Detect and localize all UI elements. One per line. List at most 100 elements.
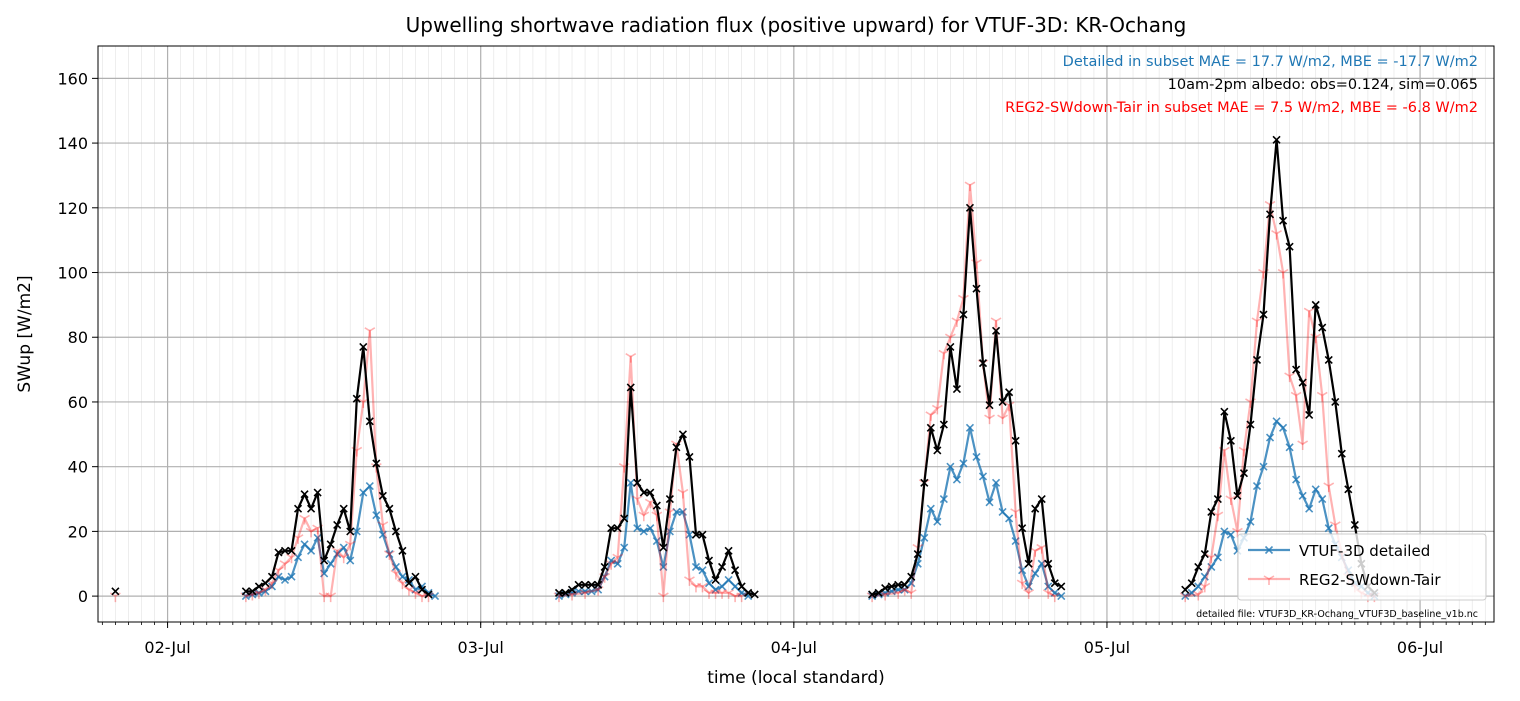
data-point [267,582,277,591]
data-point [307,546,316,555]
data-point [626,383,635,392]
data-point [424,590,433,599]
y-tick-label: 120 [57,199,88,218]
data-point [1024,582,1033,591]
data-point [1290,391,1302,402]
data-point [724,546,733,555]
data-point [352,394,361,403]
data-point [1024,559,1033,568]
data-point [261,587,270,596]
data-point [1252,482,1262,491]
data-point [626,478,635,487]
data-point [1212,511,1224,522]
data-point [274,548,283,557]
data-point [998,397,1007,407]
data-point [659,562,668,572]
data-point [305,527,317,538]
data-point [567,585,577,594]
data-point [378,530,387,539]
data-point [633,524,642,533]
data-point [612,553,624,564]
data-point [365,482,374,491]
series-line [245,329,429,598]
data-point [1252,355,1262,364]
data-point [561,588,570,597]
data-point [320,569,329,578]
data-point [724,575,733,584]
data-point [1350,520,1359,529]
data-point [1044,559,1053,568]
data-point [639,488,648,497]
legend-label-detailed: VTUF-3D detailed [1299,542,1430,560]
data-point [286,553,297,564]
data-point [657,592,669,603]
data-point [1318,323,1327,332]
data-point [333,549,342,559]
data-point [607,556,616,565]
data-point [990,317,1002,328]
data-point [652,537,661,546]
x-tick-label: 03-Jul [458,638,504,657]
data-point [1220,407,1229,416]
data-point [587,580,596,589]
data-point [646,488,655,497]
data-point [1200,572,1209,581]
legend-box [1237,533,1487,601]
data-point [1297,440,1309,451]
data-point [639,527,648,536]
data-point [411,585,420,594]
data-point [868,590,877,599]
data-point [894,580,903,589]
data-point [385,504,394,513]
annotation-albedo: 10am-2pm albedo: obs=0.124, sim=0.065 [1168,77,1478,93]
data-point [946,342,955,352]
chart-title: Upwelling shortwave radiation flux (posi… [406,13,1187,37]
data-point [1187,588,1196,597]
data-point [1207,507,1216,517]
y-tick-label: 160 [57,69,88,88]
data-point [913,549,922,559]
series-layer [109,135,1380,603]
data-point [267,572,277,581]
data-point [698,566,707,575]
data-point [972,284,981,293]
data-point [579,589,591,599]
data-point [672,507,681,517]
data-point [704,556,714,565]
data-point [985,498,994,507]
data-point [339,543,348,552]
data-point [938,349,950,360]
data-point [697,582,708,593]
annotation-detailed-stats: Detailed in subset MAE = 17.7 W/m2, MBE … [1063,54,1478,70]
data-point [326,559,335,568]
data-point [685,452,694,462]
data-point [1199,582,1211,593]
data-point [1323,482,1335,493]
data-point [729,592,741,603]
data-point [293,504,303,513]
data-point [665,494,674,504]
data-point [377,521,389,531]
data-point [1265,210,1275,219]
plot-frame [97,45,1495,623]
data-point [574,587,583,596]
data-point [411,572,420,581]
data-point [718,562,727,572]
legend-marker-reg2 [1263,575,1275,585]
data-point [398,572,407,581]
data-point [417,585,427,594]
data-point [959,310,968,319]
data-point [1259,462,1268,471]
x-tick-label: 04-Jul [771,638,817,657]
data-point [678,430,687,439]
data-point [691,530,701,539]
data-point [952,475,961,484]
x-tick-label: 05-Jul [1084,638,1130,657]
data-point [952,384,961,394]
data-point [737,582,746,591]
data-point [391,562,400,572]
data-point [685,530,694,539]
data-point [874,588,883,597]
data-point [111,587,120,596]
data-point [372,459,381,468]
